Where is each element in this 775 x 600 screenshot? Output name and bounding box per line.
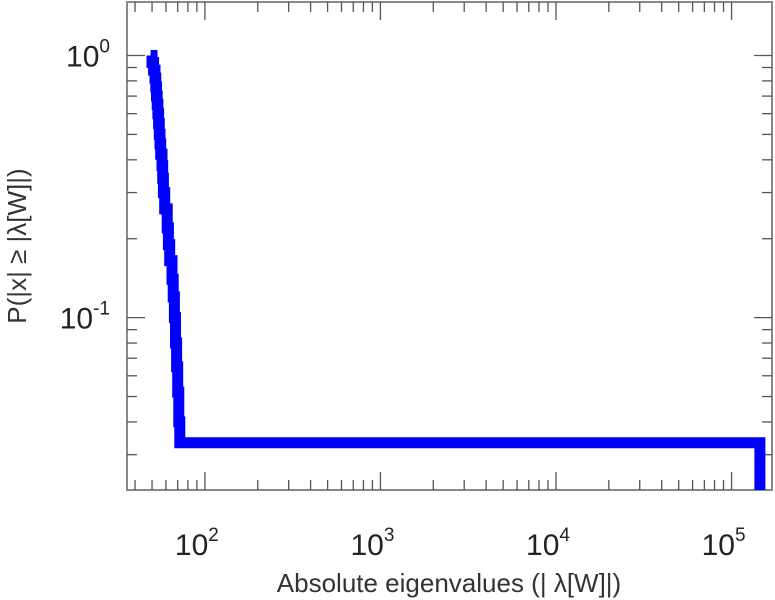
x-axis-title: Absolute eigenvalues (| λ[W]|) xyxy=(277,568,621,598)
series-line xyxy=(146,50,766,490)
x-tick-label: 103 xyxy=(350,525,394,562)
y-tick-labels: 100 10-1 xyxy=(60,37,110,336)
x-tick-label: 104 xyxy=(526,525,570,562)
x-tick-label: 102 xyxy=(175,525,219,562)
series-layer xyxy=(146,50,766,490)
x-tick-labels: 102 103 104 105 xyxy=(175,525,746,562)
x-tick-label: 105 xyxy=(702,525,746,562)
y-tick-label: 10-1 xyxy=(60,299,110,336)
y-tick-label: 100 xyxy=(66,37,110,74)
y-axis-title: P(|x| ≥ |λ[W]|) xyxy=(2,168,32,323)
minor-ticks xyxy=(127,2,772,490)
plot-frame xyxy=(126,1,773,491)
major-ticks xyxy=(127,2,772,490)
